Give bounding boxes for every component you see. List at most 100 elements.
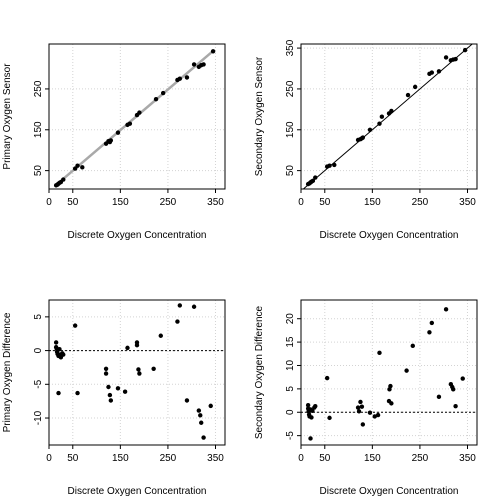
data-point bbox=[453, 56, 458, 62]
data-point bbox=[405, 92, 411, 98]
y-tick-label: 0 bbox=[285, 409, 296, 415]
y-tick-label: 20 bbox=[285, 313, 296, 325]
data-point bbox=[108, 398, 114, 403]
data-point bbox=[310, 178, 316, 184]
data-point bbox=[324, 375, 330, 381]
data-point bbox=[436, 394, 442, 400]
data-point bbox=[327, 415, 332, 421]
data-point bbox=[184, 398, 190, 403]
data-point bbox=[377, 350, 382, 356]
y-tick-label: 5 bbox=[285, 386, 296, 392]
data-point bbox=[360, 135, 366, 140]
data-point bbox=[388, 383, 393, 389]
data-point bbox=[410, 343, 415, 349]
data-point bbox=[184, 75, 190, 80]
data-point bbox=[177, 303, 183, 308]
data-point bbox=[305, 403, 311, 408]
x-tick-label: 50 bbox=[319, 453, 331, 464]
y-tick-label: 15 bbox=[285, 336, 296, 348]
data-point bbox=[443, 55, 449, 60]
y-tick-label: 150 bbox=[285, 121, 296, 138]
data-point bbox=[360, 422, 366, 427]
data-point bbox=[103, 371, 109, 376]
data-point bbox=[80, 165, 85, 170]
data-point bbox=[367, 127, 373, 132]
y-tick-label: 250 bbox=[285, 80, 296, 97]
data-point bbox=[372, 414, 377, 419]
x-axis-label: Discrete Oxygen Concentration bbox=[68, 230, 207, 241]
data-point bbox=[389, 401, 394, 406]
x-tick-label: 250 bbox=[412, 453, 429, 464]
x-tick-label: 350 bbox=[207, 453, 224, 464]
data-point bbox=[210, 49, 216, 54]
data-point bbox=[61, 177, 66, 182]
data-point bbox=[389, 108, 394, 114]
data-point bbox=[72, 323, 78, 328]
data-point bbox=[375, 412, 381, 418]
y-tick-label: 5 bbox=[33, 314, 44, 320]
data-point bbox=[379, 114, 385, 119]
data-point bbox=[355, 405, 361, 410]
x-tick-label: 0 bbox=[46, 453, 52, 464]
data-point bbox=[358, 399, 363, 405]
data-point bbox=[196, 408, 202, 413]
data-point bbox=[103, 366, 109, 371]
x-tick-label: 250 bbox=[160, 197, 177, 208]
data-point bbox=[191, 62, 197, 67]
x-tick-label: 150 bbox=[364, 453, 381, 464]
x-tick-label: 0 bbox=[46, 197, 52, 208]
data-point bbox=[327, 163, 332, 168]
data-point bbox=[106, 384, 111, 390]
x-tick-label: 150 bbox=[112, 197, 129, 208]
data-point bbox=[136, 367, 141, 372]
y-tick-label: 0 bbox=[33, 347, 44, 353]
data-point bbox=[436, 69, 442, 74]
data-point bbox=[201, 62, 206, 67]
data-point bbox=[108, 138, 114, 143]
y-tick-label: -10 bbox=[33, 410, 44, 425]
x-tick-label: 0 bbox=[298, 197, 304, 208]
panel-secondary-sensor: 0 50 150 250 350 50 150 250 350 Discrete Oxygen C… bbox=[254, 39, 478, 241]
data-point bbox=[208, 403, 213, 409]
x-tick-label: 50 bbox=[67, 453, 79, 464]
data-point bbox=[356, 409, 362, 414]
data-point bbox=[125, 345, 130, 351]
data-point bbox=[404, 368, 409, 373]
data-point bbox=[313, 403, 318, 409]
data-point bbox=[367, 410, 373, 415]
x-axis-label: Discrete Oxygen Concentration bbox=[320, 486, 459, 497]
data-point bbox=[427, 330, 432, 335]
data-point bbox=[377, 121, 382, 126]
y-axis-label: Secondary Oxygen Difference bbox=[254, 305, 265, 439]
y-tick-label: 250 bbox=[33, 80, 44, 97]
data-point bbox=[201, 435, 206, 440]
x-axis-label: Discrete Oxygen Concentration bbox=[68, 486, 207, 497]
data-point bbox=[462, 47, 468, 53]
y-tick-label: 150 bbox=[33, 121, 44, 138]
data-point bbox=[75, 390, 80, 396]
data-point bbox=[199, 420, 204, 425]
data-point bbox=[115, 386, 121, 391]
data-point bbox=[56, 390, 61, 396]
y-axis-label: Primary Oxygen Difference bbox=[2, 312, 13, 432]
data-point bbox=[453, 403, 458, 409]
data-point bbox=[137, 371, 142, 376]
smooth-fit-line bbox=[55, 49, 214, 186]
data-point bbox=[127, 121, 133, 126]
data-point bbox=[122, 389, 128, 394]
x-tick-label: 250 bbox=[160, 453, 177, 464]
data-point bbox=[107, 392, 113, 398]
x-tick-label: 350 bbox=[459, 197, 476, 208]
data-point bbox=[359, 404, 365, 409]
data-point bbox=[308, 436, 313, 441]
y-tick-label: 10 bbox=[285, 359, 296, 371]
data-point bbox=[61, 352, 66, 357]
data-point bbox=[137, 110, 142, 115]
panel-secondary-difference: 0 50 150 250 350 -5 0 5 10 15 20 Discrete Oxygen Co… bbox=[254, 299, 478, 497]
data-point bbox=[177, 76, 183, 81]
data-point bbox=[57, 347, 62, 352]
x-tick-label: 350 bbox=[459, 453, 476, 464]
y-axis-label: Primary Oxygen Sensor bbox=[2, 63, 13, 170]
y-axis-label: Secondary Oxygen Sensor bbox=[254, 56, 265, 176]
